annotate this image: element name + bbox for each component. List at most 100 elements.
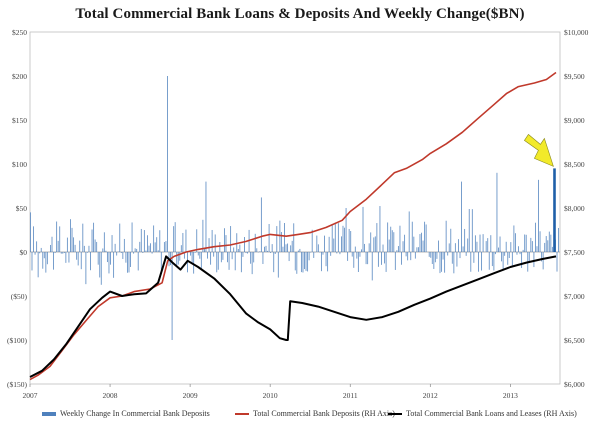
weekly-change-bar — [419, 234, 421, 252]
weekly-change-bar — [45, 252, 47, 273]
weekly-change-bar — [176, 252, 178, 268]
weekly-change-bar — [277, 252, 279, 278]
weekly-change-bar — [302, 252, 304, 273]
weekly-change-bar — [136, 248, 138, 252]
weekly-change-bar — [498, 247, 499, 252]
weekly-change-bar — [438, 240, 439, 252]
weekly-change-bar — [214, 234, 216, 252]
legend-label: Total Commercial Bank Loans and Leases (… — [406, 409, 577, 418]
weekly-change-bar — [344, 227, 345, 252]
weekly-change-bar — [447, 252, 449, 256]
weekly-change-bar — [225, 235, 227, 252]
weekly-change-bar — [199, 252, 201, 259]
weekly-change-bar — [342, 225, 344, 252]
weekly-change-bar — [79, 240, 81, 252]
weekly-change-bar — [422, 240, 424, 252]
legend-label: Total Commercial Bank Deposits (RH Axis) — [253, 409, 395, 418]
weekly-change-bar — [173, 226, 175, 252]
weekly-change-bar — [182, 232, 184, 252]
axes: $250 $200 $150 $100 $50 $0 ($50) ($100) ($150) $1… — [7, 28, 589, 400]
weekly-change-bar — [439, 252, 441, 274]
weekly-change-bar — [56, 221, 58, 252]
weekly-change-bar — [336, 252, 338, 254]
weekly-change-bar — [348, 228, 350, 252]
weekly-change-bar — [51, 236, 53, 252]
weekly-change-bar — [542, 252, 544, 270]
weekly-change-bar — [103, 232, 105, 252]
weekly-change-bar — [458, 239, 459, 252]
weekly-change-bar — [436, 252, 438, 259]
weekly-change-bar — [213, 252, 215, 257]
weekly-change-bar — [401, 252, 402, 265]
weekly-change-bar — [37, 252, 39, 278]
weekly-change-bar — [96, 241, 98, 252]
weekly-change-bar — [279, 220, 281, 252]
weekly-change-bar — [90, 252, 91, 271]
weekly-change-bar — [410, 252, 412, 261]
weekly-change-bar — [504, 252, 506, 256]
weekly-change-bar — [185, 229, 187, 252]
x-axis-tick-label: 2010 — [263, 391, 278, 400]
weekly-change-bar — [417, 247, 419, 252]
weekly-change-bar — [280, 232, 282, 252]
weekly-change-bar — [421, 232, 422, 252]
weekly-change-bar — [544, 242, 546, 252]
weekly-change-bar — [82, 223, 84, 252]
x-axis-tick-label: 2013 — [503, 391, 518, 400]
weekly-change-bar — [467, 238, 469, 252]
weekly-change-bar — [496, 172, 498, 252]
weekly-change-bar — [203, 248, 205, 252]
weekly-change-bar — [154, 242, 156, 252]
weekly-change-bar — [414, 252, 416, 259]
weekly-change-bar — [94, 239, 96, 252]
weekly-change-bar — [385, 252, 387, 272]
weekly-change-bar — [273, 252, 275, 273]
weekly-change-bar — [388, 239, 390, 252]
weekly-change-bar — [33, 226, 34, 252]
weekly-change-bar — [147, 235, 148, 252]
weekly-change-bar — [433, 252, 435, 269]
weekly-change-bar — [287, 243, 289, 252]
weekly-change-bar — [377, 252, 379, 267]
weekly-change-bar — [533, 252, 535, 268]
weekly-change-bar — [473, 252, 475, 263]
weekly-change-bar — [68, 252, 70, 263]
weekly-change-bar — [478, 252, 479, 272]
weekly-change-bar — [34, 252, 36, 255]
weekly-change-bar — [163, 242, 165, 252]
legend-item-loans: Total Commercial Bank Loans and Leases (… — [388, 409, 577, 418]
weekly-change-bar — [405, 252, 407, 257]
weekly-change-bar — [441, 252, 442, 272]
weekly-change-bar — [177, 252, 179, 265]
weekly-change-bar — [65, 252, 67, 263]
weekly-change-bar — [333, 238, 335, 252]
weekly-change-bar — [328, 236, 330, 252]
weekly-change-bar — [476, 241, 478, 252]
weekly-change-bar — [36, 241, 38, 252]
weekly-change-bar — [518, 246, 519, 252]
weekly-change-bar — [140, 228, 142, 252]
plot-frame — [29, 31, 561, 385]
left-axis-tick-label: $250 — [12, 28, 27, 37]
weekly-change-bar — [202, 219, 204, 252]
line-series — [29, 71, 557, 381]
weekly-change-bar — [91, 229, 93, 252]
weekly-change-bar — [502, 252, 504, 271]
weekly-change-bar — [105, 250, 107, 252]
weekly-change-bar — [207, 252, 208, 259]
legend-swatch-red-line — [235, 412, 249, 415]
weekly-change-bar — [357, 252, 359, 272]
left-axis-tick-label: ($50) — [11, 292, 28, 301]
weekly-change-bar — [262, 252, 264, 265]
weekly-change-bar — [538, 179, 539, 252]
weekly-change-bar — [254, 233, 256, 252]
weekly-change-bar — [411, 221, 413, 252]
weekly-change-bar — [324, 235, 325, 252]
annotation-arrow — [523, 133, 554, 167]
weekly-change-bar — [85, 252, 87, 285]
weekly-change-bar — [228, 252, 230, 270]
weekly-change-bar — [482, 234, 484, 252]
weekly-change-bar — [196, 229, 198, 252]
weekly-change-bar — [174, 222, 176, 252]
weekly-change-bar — [271, 244, 273, 252]
